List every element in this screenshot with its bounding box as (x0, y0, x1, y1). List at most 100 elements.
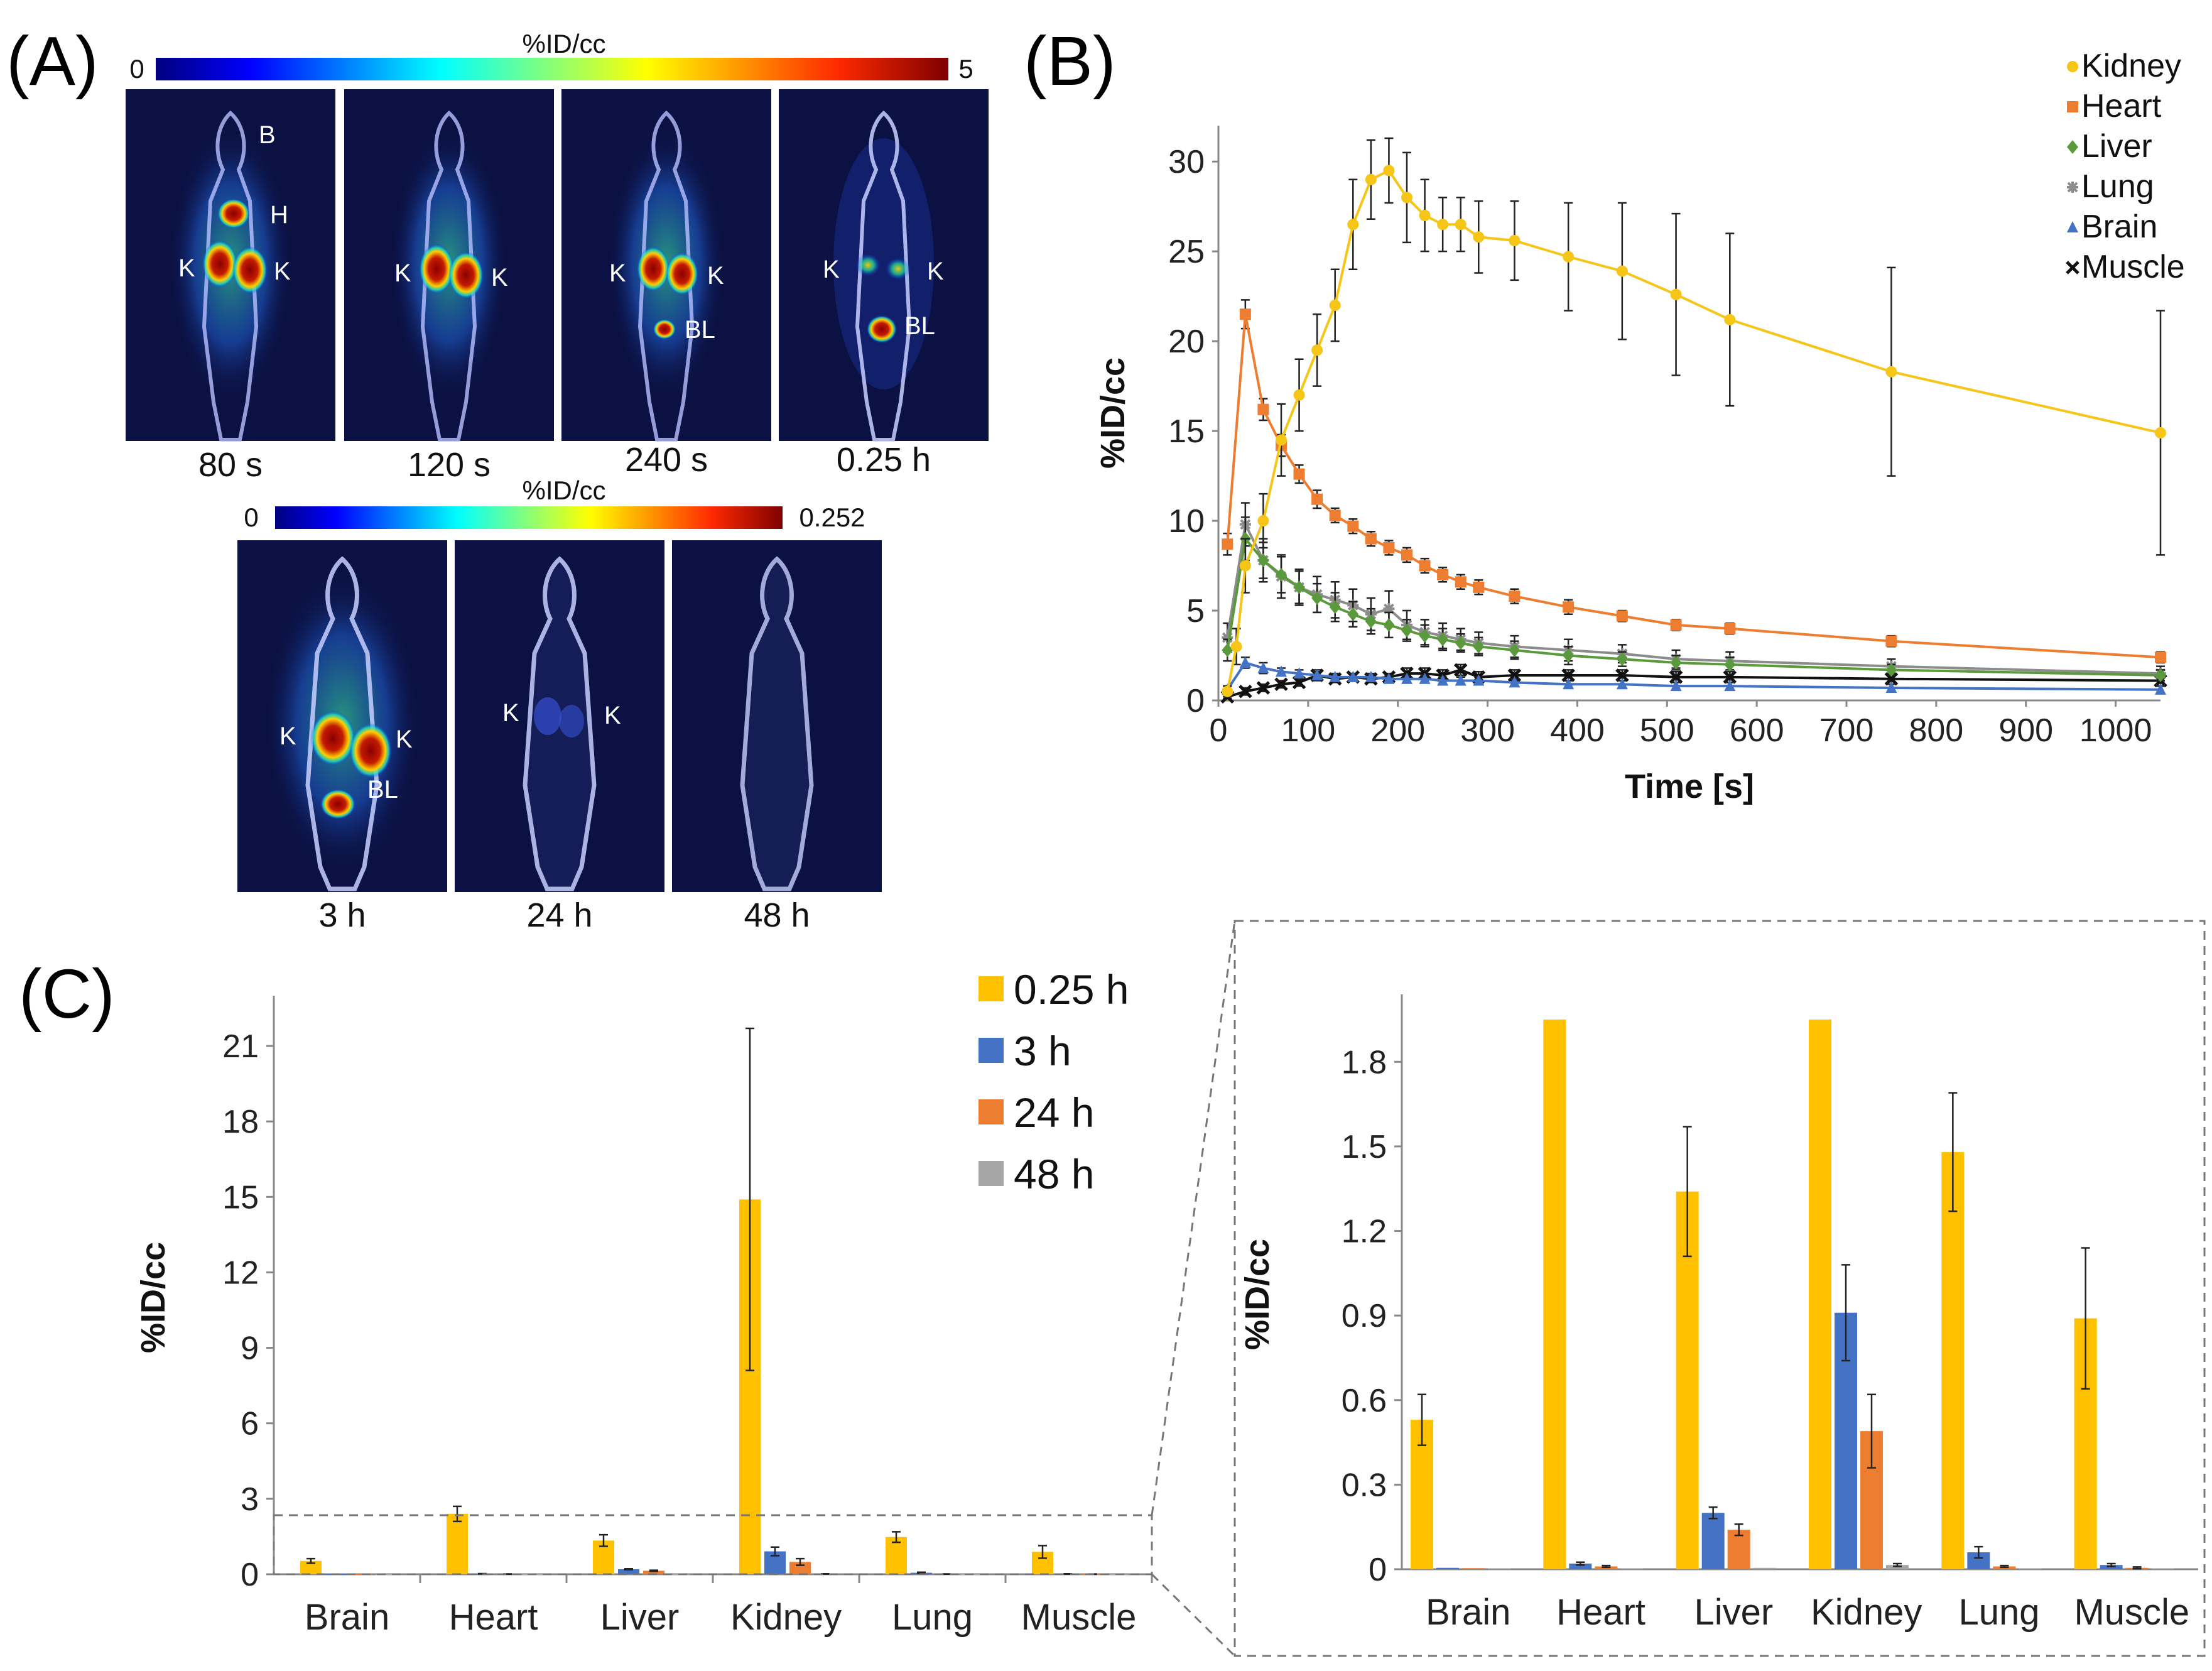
data-point (1616, 265, 1628, 277)
series-line (1226, 313, 2161, 659)
bar-chart-zoom: 0 0.3 0.6 0.9 1.2 1.5 1.8 Brain Heart Liver Kidney… (1239, 994, 2198, 1633)
scan-3h-label-bl: BL (367, 776, 398, 803)
legend-label: Brain (2081, 209, 2157, 245)
legend: 0.25 h 3 h 24 h 48 h (979, 966, 1129, 1197)
series-brain (1222, 656, 2166, 695)
data-point (1257, 515, 1269, 527)
scan-80s-caption: 80 s (198, 446, 263, 484)
error-bar (892, 1531, 901, 1543)
scan-80s-label-h: H (270, 201, 288, 229)
scan-80s-label-k-right: K (274, 258, 291, 285)
error-bar (745, 1027, 754, 1371)
data-point (1885, 635, 1897, 647)
data-point (1473, 674, 1485, 686)
data-point (1509, 676, 1521, 688)
legend-label: Kidney (2081, 48, 2181, 84)
data-point (1670, 680, 1682, 692)
error-bar (2000, 1564, 2009, 1569)
bar (1727, 1530, 1750, 1569)
x-tick-label: 900 (1998, 712, 2053, 749)
scan-48h: 48 h (672, 540, 882, 934)
data-point (1276, 665, 1287, 677)
series-3-h (1436, 1264, 2123, 1569)
x-tick-label: 400 (1550, 712, 1605, 749)
error-bar (306, 1557, 315, 1564)
data-point (1239, 684, 1252, 699)
y-tick-label: 0 (1369, 1552, 1387, 1588)
y-tick-label: 3 (241, 1481, 259, 1518)
data-point (1222, 538, 1233, 550)
scan-row-top: B H K K 80 s K K 120 s K K BL 240 s (126, 89, 989, 484)
error-bar (1708, 1506, 1718, 1520)
x-tick-label: 0 (1210, 712, 1228, 749)
data-point (1473, 581, 1485, 593)
legend-label: 48 h (1014, 1151, 1094, 1197)
series-48-h (1488, 1562, 2174, 1570)
data-point (1329, 509, 1341, 521)
category-label: Heart (449, 1597, 538, 1638)
bar (1701, 1513, 1725, 1569)
scan-240s-label-k-left: K (609, 259, 626, 287)
y-tick-label: 18 (222, 1104, 259, 1140)
data-point (1365, 614, 1377, 629)
error-bar (1948, 1092, 1958, 1212)
data-point (1419, 209, 1431, 221)
bar (1569, 1564, 1592, 1569)
data-point (1256, 681, 1271, 695)
data-point (2155, 651, 2166, 663)
series-line (1226, 661, 2161, 691)
scan-025h-label-bl: BL (904, 312, 935, 340)
bar (2151, 1568, 2174, 1570)
bar (1753, 1567, 1776, 1569)
data-point (1561, 668, 1575, 682)
bar (886, 1537, 907, 1574)
data-point (1419, 672, 1431, 684)
data-point (1724, 313, 1736, 325)
scan-24h-label-k-right: K (604, 702, 621, 729)
colorbar-top-max: 5 (958, 54, 973, 84)
category-label: Lung (892, 1597, 973, 1638)
data-point (1311, 493, 1323, 505)
x-axis-title: Time [s] (1625, 768, 1754, 805)
bar (350, 1574, 372, 1576)
bar-chart-main: 0 3 6 9 12 15 18 21 Brain Heart Liver Kidney Lung Mus… (134, 966, 1153, 1638)
data-point (1670, 619, 1682, 631)
data-point (1383, 672, 1395, 684)
y-axis-title: %ID/cc (134, 1242, 172, 1353)
data-point (1437, 632, 1449, 646)
bar (1436, 1567, 1459, 1569)
legend-swatch (979, 976, 1004, 1001)
error-bar (624, 1567, 633, 1571)
data-point (1723, 670, 1737, 684)
data-point (1257, 403, 1269, 415)
scan-240s: K K BL 240 s (561, 89, 771, 479)
colorbar-bottom-gradient (275, 506, 783, 529)
data-point (1239, 308, 1251, 320)
data-point (1383, 618, 1395, 632)
error-bar (1418, 1393, 1426, 1446)
scan-120s: K K 120 s (344, 89, 554, 484)
data-point (1347, 520, 1359, 532)
data-point (1292, 675, 1306, 690)
panel-a-label: (A) (6, 23, 99, 100)
scan-025h-label-k-right: K (927, 258, 944, 285)
category-label: Heart (1556, 1592, 1645, 1633)
scan-120s-label-k-right: K (491, 264, 508, 291)
category-label: Liver (1694, 1592, 1773, 1633)
data-point (1383, 165, 1395, 177)
y-tick-label: 1.5 (1342, 1129, 1387, 1165)
error-bar (1602, 1564, 1611, 1569)
data-point (1401, 549, 1412, 561)
data-point (1473, 231, 1485, 243)
data-point (1670, 288, 1682, 300)
error-bar (1841, 1264, 1850, 1362)
data-point (1329, 670, 1341, 682)
data-point (1419, 560, 1431, 572)
data-point (1563, 601, 1575, 613)
error-bar (796, 1557, 805, 1566)
legend-marker (2067, 101, 2078, 112)
scan-240s-label-k-right: K (707, 262, 724, 290)
data-point (1329, 299, 1341, 311)
legend-label: Heart (2081, 88, 2162, 124)
